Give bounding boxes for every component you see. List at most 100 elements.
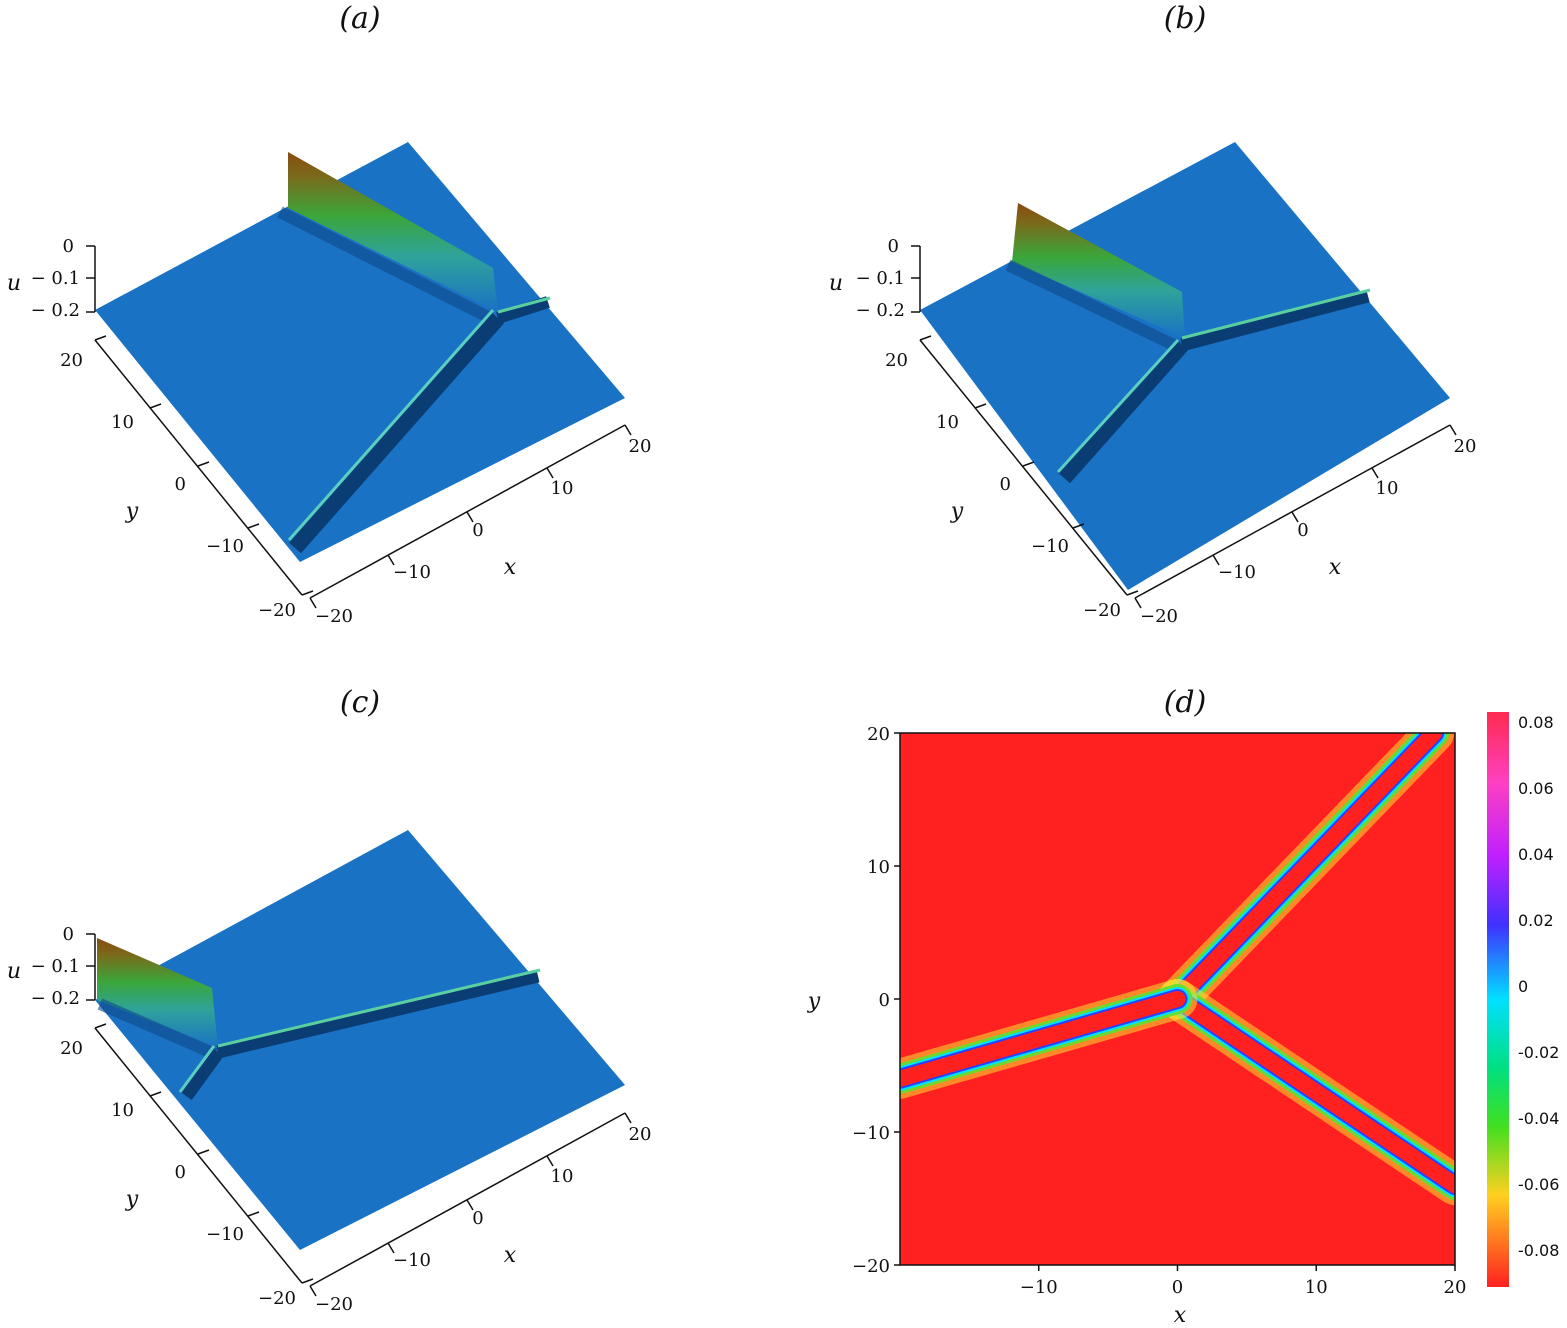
x-tick: −10 xyxy=(393,1250,431,1271)
y-axis-label: y xyxy=(125,499,139,524)
x-tick: 20 xyxy=(1454,436,1477,457)
panel-b: (b) 0 − 0.1 − 0.2 u 20 10 0 −10 −20 y −2… xyxy=(829,1,1477,627)
x-tick: −20 xyxy=(1140,606,1178,627)
panel-d-title: (d) xyxy=(1164,685,1207,720)
colorbar-tick: -0.02 xyxy=(1518,1043,1559,1062)
ridge-wall xyxy=(1012,203,1185,338)
surface-plane xyxy=(920,142,1450,590)
surface-plane xyxy=(95,830,625,1250)
y-axis-label: y xyxy=(950,499,964,524)
y-tick: −10 xyxy=(1031,536,1069,557)
y-tick: 20 xyxy=(60,1038,83,1059)
z-tick: − 0.2 xyxy=(856,300,905,321)
panel-c-title: (c) xyxy=(340,685,380,720)
trough-branch xyxy=(180,1047,224,1101)
axes-3d xyxy=(911,245,1457,609)
z-tick: − 0.1 xyxy=(31,268,80,289)
y-tick: 20 xyxy=(60,350,83,371)
trough-branch xyxy=(289,312,504,554)
x-tick: 10 xyxy=(1376,478,1399,499)
panel-a: (a) 0 − 0.1 − 0.2 u 20 10 0 −10 −20 y −2… xyxy=(7,1,652,627)
y-tick: 0 xyxy=(1000,474,1011,495)
colorbar-tick: -0.06 xyxy=(1518,1175,1559,1194)
z-tick: 0 xyxy=(63,924,74,945)
axes-3d xyxy=(86,933,632,1297)
colorbar-tick: 0.02 xyxy=(1518,911,1554,930)
z-axis-label: u xyxy=(7,959,21,984)
panel-a-title: (a) xyxy=(339,1,380,36)
surface-plane xyxy=(95,142,625,562)
x-tick: 20 xyxy=(1444,1277,1467,1298)
trough-branch xyxy=(496,296,550,324)
trough-edge xyxy=(287,309,495,541)
y-tick: −20 xyxy=(1083,600,1121,621)
z-axis-label: u xyxy=(829,271,843,296)
z-tick: − 0.1 xyxy=(856,268,905,289)
y-tick: 10 xyxy=(111,1100,134,1121)
y-tick: 20 xyxy=(867,724,890,745)
ridge-wall xyxy=(97,938,218,1048)
y-tick: −10 xyxy=(206,536,244,557)
x-axis-label: x xyxy=(1329,555,1342,580)
trough-branch xyxy=(1058,339,1188,484)
x-axis-label: x xyxy=(1174,1303,1187,1324)
x-tick: −10 xyxy=(1020,1277,1058,1298)
colorbar-tick: 0.08 xyxy=(1518,713,1554,732)
y-tick: 0 xyxy=(175,1162,186,1183)
trough-edge xyxy=(497,296,551,314)
z-tick: 0 xyxy=(888,236,899,257)
y-tick: −10 xyxy=(852,1123,890,1144)
x-tick: 0 xyxy=(1172,1277,1183,1298)
panel-c: (c) 0 − 0.1 − 0.2 u 20 10 0 −10 −20 y −2… xyxy=(7,685,652,1315)
x-axis-label: x xyxy=(504,1243,517,1268)
y-tick: −20 xyxy=(258,600,296,621)
axes-3d xyxy=(86,245,632,609)
x-tick: 10 xyxy=(551,1166,574,1187)
trough-edge xyxy=(178,1045,216,1093)
heatmap-branch-0 xyxy=(1169,733,1443,1007)
z-axis-label: u xyxy=(7,271,21,296)
ridge-shadow xyxy=(1005,259,1183,354)
y-axis-label: y xyxy=(125,1187,139,1212)
z-tick: − 0.2 xyxy=(31,988,80,1009)
y-tick: 20 xyxy=(885,350,908,371)
trough-branch xyxy=(1180,289,1370,352)
x-ticks: −10 0 10 20 xyxy=(1020,1265,1467,1298)
x-tick: −20 xyxy=(315,606,353,627)
x-tick: 0 xyxy=(472,520,483,541)
y-ticks: 20 10 0 −10 −20 xyxy=(852,724,900,1277)
heatmap-branch-1 xyxy=(1169,991,1455,1194)
y-tick: 10 xyxy=(867,857,890,878)
y-tick: 10 xyxy=(111,412,134,433)
colorbar-tick: 0.04 xyxy=(1518,845,1554,864)
colorbar-tick: -0.04 xyxy=(1518,1109,1559,1128)
ridge-wall xyxy=(288,152,498,312)
trough-edge xyxy=(217,968,541,1048)
panel-b-title: (b) xyxy=(1164,1,1207,36)
y-tick: −20 xyxy=(852,1256,890,1277)
ridge-shadow xyxy=(277,206,493,324)
x-tick: −10 xyxy=(393,562,431,583)
x-tick: −20 xyxy=(315,1294,353,1315)
colorbar-tick: 0 xyxy=(1518,977,1528,996)
heatmap-branches xyxy=(900,733,1455,1206)
z-tick: − 0.2 xyxy=(31,300,80,321)
trough-branch xyxy=(216,969,540,1059)
heatmap-branch-2 xyxy=(900,991,1186,1087)
x-axis-label: x xyxy=(504,555,517,580)
ridge-shadow xyxy=(97,998,218,1060)
y-tick: −10 xyxy=(206,1224,244,1245)
x-tick: 10 xyxy=(1305,1277,1328,1298)
trough-edge xyxy=(1181,288,1371,340)
colorbar xyxy=(1487,712,1509,1287)
trough-edge xyxy=(1056,338,1180,474)
colorbar-tick: 0.06 xyxy=(1518,779,1554,798)
z-tick: − 0.1 xyxy=(31,956,80,977)
colorbar-tick: -0.08 xyxy=(1518,1241,1559,1260)
y-tick: 0 xyxy=(879,990,890,1011)
x-tick: 20 xyxy=(629,1124,652,1145)
y-tick: −20 xyxy=(258,1288,296,1309)
x-tick: 20 xyxy=(629,436,652,457)
